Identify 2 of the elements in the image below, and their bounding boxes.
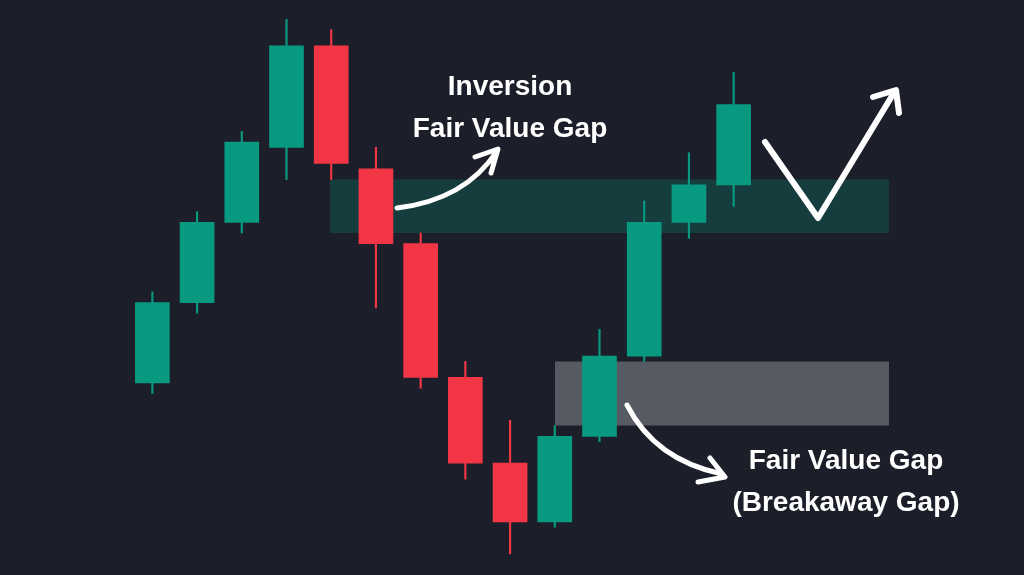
band-label: Fair Value Gap (Breakaway Gap) (732, 443, 960, 517)
band-label: Inversion Fair Value Gap (412, 69, 608, 143)
